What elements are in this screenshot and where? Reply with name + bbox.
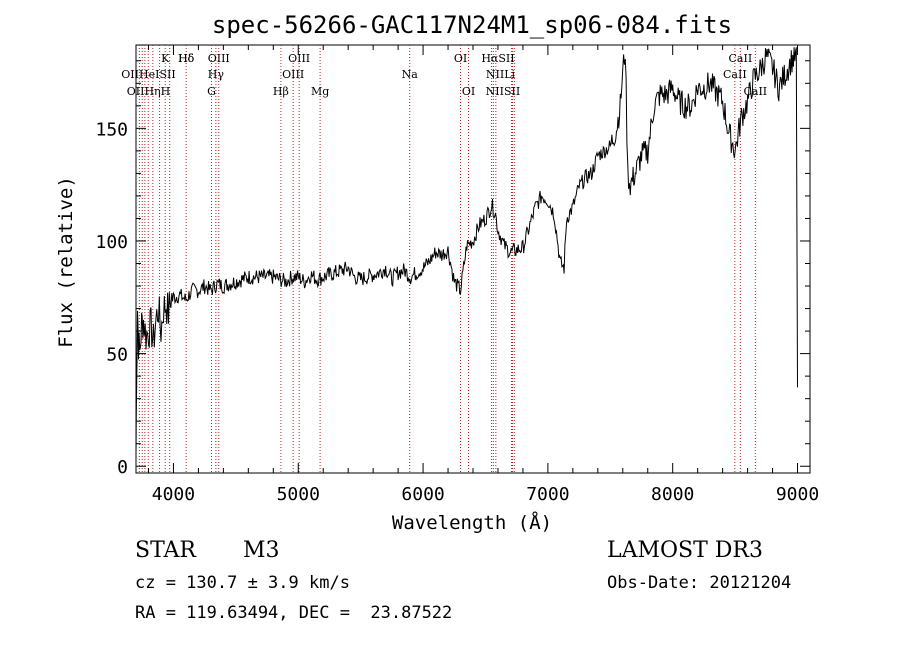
x-tick-label: 6000 [401, 484, 444, 505]
x-tick-label: 9000 [776, 484, 819, 505]
spectral-line-label: HαSII [481, 52, 514, 65]
spectrum-line [135, 47, 798, 456]
chart-title: spec-56266-GAC117N24M1_sp06-084.fits [212, 11, 732, 39]
redshift-velocity: cz = 130.7 ± 3.9 km/s [135, 573, 350, 593]
x-tick-label: 5000 [277, 484, 320, 505]
y-tick-label: 100 [95, 232, 128, 253]
axes-ticks: 4000 5000 6000 7000 8000 9000 0 50 100 150 [95, 45, 819, 505]
plot-frame [135, 44, 811, 474]
spectral-line-label: NIILi [486, 68, 516, 81]
x-tick-label: 4000 [152, 484, 195, 505]
coordinates: RA = 119.63494, DEC = 23.87522 [135, 603, 453, 623]
object-class: STAR [135, 538, 196, 563]
y-axis-label: Flux (relative) [55, 176, 77, 348]
x-tick-label: 8000 [651, 484, 694, 505]
x-axis-label: Wavelength (Å) [392, 511, 552, 534]
spectral-line-label: Hβ [273, 85, 289, 98]
survey-name: LAMOST DR3 [607, 538, 763, 563]
spectral-line-label: OIII [208, 52, 230, 65]
object-subclass: M3 [243, 538, 280, 563]
x-tick-label: 7000 [526, 484, 569, 505]
spectral-line-label: G [207, 85, 216, 98]
spectral-line-label: Mg [311, 85, 329, 98]
spectral-line-label: OIIHeISII [121, 68, 175, 81]
spectral-line-label: K [161, 52, 170, 65]
spectral-line-label: OIII [282, 68, 304, 81]
spectral-line-label: OIII [288, 52, 310, 65]
spectral-line-markers [138, 45, 756, 473]
spectral-line-label: Hγ [208, 68, 225, 81]
spectral-line-label: CaII [723, 68, 747, 81]
spectral-line-label: OI [462, 85, 475, 98]
observation-date: Obs-Date: 20121204 [607, 573, 792, 593]
spectral-line-label: OI [454, 52, 467, 65]
spectral-line-label: CaII [729, 52, 753, 65]
y-tick-label: 50 [106, 345, 128, 366]
spectral-line-label: Na [402, 68, 419, 81]
spectral-line-label: NIISII [486, 85, 521, 98]
spectral-line-label: CaII [743, 85, 767, 98]
spectral-line-label: Hδ [178, 52, 195, 65]
y-tick-label: 150 [95, 119, 128, 140]
spectral-line-label: OIIHηH [127, 85, 170, 98]
y-tick-label: 0 [117, 457, 128, 478]
spectral-line-label: Hδ [178, 52, 195, 65]
